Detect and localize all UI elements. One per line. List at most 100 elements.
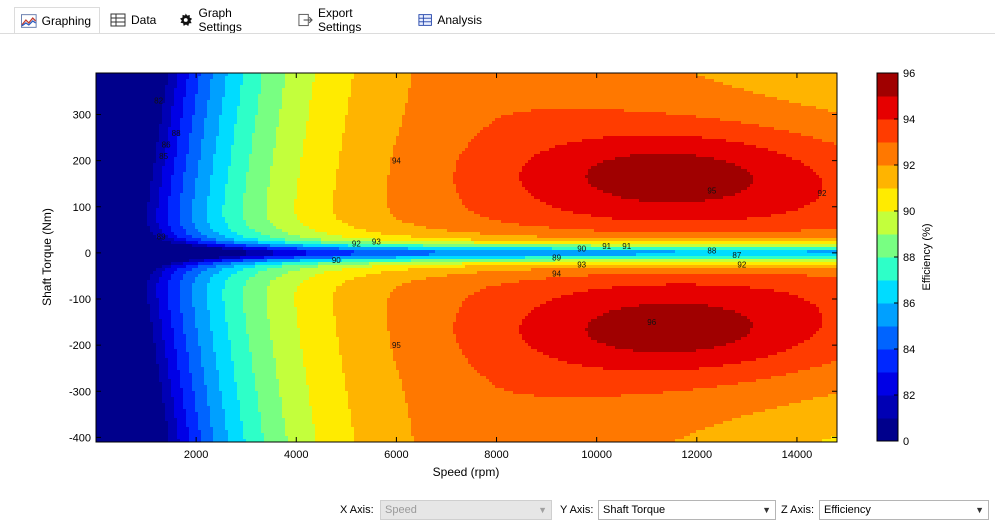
heatmap-cell <box>183 391 196 395</box>
heatmap-cell <box>228 439 247 442</box>
heatmap-cell <box>198 85 211 89</box>
heatmap-cell <box>735 163 805 167</box>
heatmap-cell <box>387 196 460 200</box>
heatmap-cell <box>180 202 193 206</box>
heatmap-cell <box>237 232 262 236</box>
y-axis-select[interactable]: Shaft Torque ▼ <box>598 500 776 520</box>
heatmap-cell <box>177 367 190 371</box>
tab-graphing[interactable]: Graphing <box>14 7 100 33</box>
heatmap-cell <box>267 214 298 218</box>
heatmap-cell <box>186 412 199 416</box>
heatmap-cell <box>162 121 172 125</box>
heatmap-cell <box>285 85 313 89</box>
heatmap-cell <box>387 322 454 326</box>
heatmap-cell <box>228 328 247 332</box>
x-axis-select[interactable]: Speed ▼ <box>380 500 552 520</box>
heatmap-cell <box>591 214 772 218</box>
heatmap-cell <box>165 343 175 347</box>
heatmap-cell <box>447 274 589 278</box>
heatmap-cell <box>246 187 268 191</box>
heatmap-cell <box>192 199 208 203</box>
heatmap-cell <box>747 217 837 221</box>
heatmap-cell <box>471 364 583 368</box>
heatmap-cell <box>186 232 202 236</box>
heatmap-cell <box>243 202 268 206</box>
heatmap-cell <box>156 283 169 287</box>
heatmap-cell <box>219 376 235 380</box>
tab-export-settings[interactable]: Export Settings <box>292 6 402 34</box>
heatmap-cell <box>246 322 271 326</box>
heatmap-cell <box>279 112 310 116</box>
heatmap-cell <box>462 304 541 308</box>
heatmap-cell <box>807 250 837 254</box>
tab-data[interactable]: Data <box>104 7 166 33</box>
heatmap-cell <box>96 385 163 389</box>
heatmap-cell <box>402 121 493 125</box>
heatmap-cell <box>390 343 460 347</box>
heatmap-cell <box>96 277 151 281</box>
heatmap-cell <box>261 424 286 428</box>
heatmap-cell <box>162 118 172 122</box>
heatmap-cell <box>267 304 295 308</box>
heatmap-cell <box>153 328 163 332</box>
colorbar-tick-label: 82 <box>903 390 915 402</box>
heatmap-cell <box>96 97 166 101</box>
tab-analysis[interactable]: Analysis <box>412 7 490 33</box>
heatmap-cell <box>174 160 187 164</box>
heatmap-cell <box>387 202 463 206</box>
heatmap-cell <box>231 262 256 266</box>
x-tick-label: 8000 <box>484 449 508 461</box>
heatmap-cell <box>159 301 169 305</box>
heatmap-cell <box>96 142 157 146</box>
heatmap-cell <box>774 289 837 293</box>
heatmap-cell <box>279 379 307 383</box>
heatmap-cell <box>162 175 172 179</box>
heatmap-cell <box>96 304 151 308</box>
heatmap-cell <box>309 100 349 104</box>
heatmap-cell <box>243 421 262 425</box>
heatmap-cell <box>348 400 406 404</box>
heatmap-cell <box>168 73 178 77</box>
heatmap-cell <box>339 157 391 161</box>
heatmap-cell <box>261 76 286 80</box>
heatmap-cell <box>333 190 388 194</box>
heatmap-cell <box>174 409 187 413</box>
heatmap-cell <box>96 334 154 338</box>
heatmap-cell <box>189 352 202 356</box>
heatmap-cell <box>354 250 436 254</box>
heatmap-cell <box>495 118 721 122</box>
heatmap-cell <box>285 76 316 80</box>
heatmap-cell <box>240 97 259 101</box>
heatmap-cell <box>96 376 160 380</box>
heatmap-cell <box>96 94 166 98</box>
contour-label: 93 <box>577 260 586 269</box>
heatmap-cell <box>597 340 736 344</box>
heatmap-cell <box>552 298 805 302</box>
heatmap-cell <box>300 160 340 164</box>
heatmap-cell <box>96 382 163 386</box>
heatmap-cell <box>96 106 163 110</box>
heatmap-cell <box>279 385 310 389</box>
heatmap-cell <box>792 157 837 161</box>
heatmap-cell <box>183 394 196 398</box>
colorbar-band <box>877 372 898 396</box>
heatmap-cell <box>723 364 823 368</box>
y-tick-label: 0 <box>85 248 91 260</box>
heatmap-cell <box>261 79 286 83</box>
heatmap-cell <box>411 76 706 80</box>
heatmap-cell <box>240 256 265 260</box>
z-axis-select[interactable]: Efficiency ▼ <box>819 500 989 520</box>
heatmap-cell <box>195 319 211 323</box>
heatmap-cell <box>219 370 235 374</box>
heatmap-cell <box>819 193 837 197</box>
heatmap-cell <box>297 196 334 200</box>
heatmap-cell <box>522 322 589 326</box>
heatmap-cell <box>195 313 211 317</box>
heatmap-cell <box>177 424 187 428</box>
heatmap-cell <box>282 106 310 110</box>
tab-graph-settings[interactable]: Graph Settings <box>172 6 284 34</box>
heatmap-cell <box>162 115 172 119</box>
heatmap-cell <box>354 73 412 77</box>
chevron-down-icon: ▼ <box>762 505 771 515</box>
heatmap-cell <box>171 229 187 233</box>
